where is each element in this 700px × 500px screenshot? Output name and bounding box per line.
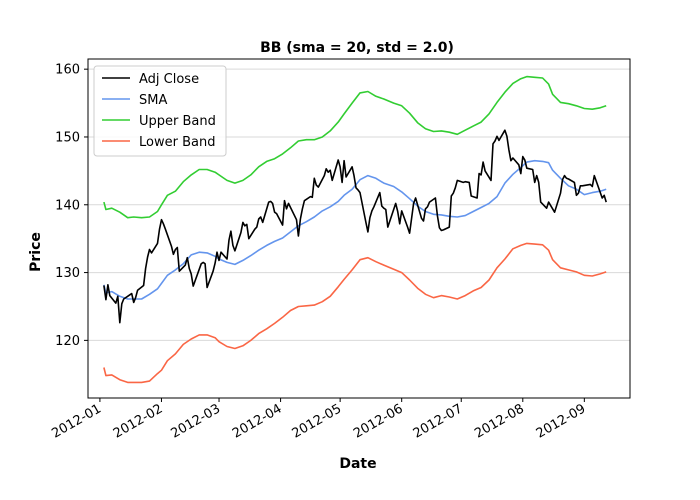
series-line-lower-band <box>103 242 607 384</box>
legend-label-sma: SMA <box>139 93 167 108</box>
x-tick-label: 2012-04 <box>230 401 285 441</box>
x-tick-label: 2012-02 <box>111 401 166 441</box>
y-axis: 120 130 140 150 160 <box>55 63 88 349</box>
legend-label-adj-close: Adj Close <box>139 72 199 87</box>
legend-box <box>93 65 227 157</box>
x-tick-label: 2012-07 <box>411 401 466 441</box>
series-line-upper-band <box>103 75 607 219</box>
y-tick-label: 130 <box>55 266 80 281</box>
y-tick-label: 150 <box>55 130 80 145</box>
x-axis-label: Date <box>339 456 376 472</box>
chart-title: BB (sma = 20, std = 2.0) <box>260 40 454 56</box>
x-axis: 2012-01 2012-02 2012-03 2012-04 2012-05 2012-… <box>49 398 588 442</box>
x-tick-label: 2012-06 <box>351 401 406 441</box>
x-tick-label: 2012-08 <box>472 401 527 441</box>
legend-item-sma: SMA <box>102 93 167 108</box>
x-tick-label: 2012-09 <box>534 401 589 441</box>
legend-item-adj-close: Adj Close <box>102 72 199 87</box>
legend-item-lower-band: Lower Band <box>102 135 215 150</box>
y-tick-label: 120 <box>55 334 80 349</box>
legend-label-upper-band: Upper Band <box>139 114 216 129</box>
y-tick-label: 160 <box>55 63 80 78</box>
x-tick-label: 2012-01 <box>49 401 104 441</box>
legend-label-lower-band: Lower Band <box>139 135 215 150</box>
y-axis-label: Price <box>28 232 44 272</box>
y-tick-label: 140 <box>55 198 80 213</box>
legend-item-upper-band: Upper Band <box>102 114 216 129</box>
legend: Adj Close SMA Upper Band Lower Band <box>93 65 227 157</box>
series-lines <box>103 75 607 384</box>
plot-area-frame <box>87 58 631 399</box>
x-tick-label: 2012-05 <box>290 401 345 441</box>
series-line-adj-close <box>103 129 607 324</box>
x-tick-label: 2012-03 <box>168 401 223 441</box>
